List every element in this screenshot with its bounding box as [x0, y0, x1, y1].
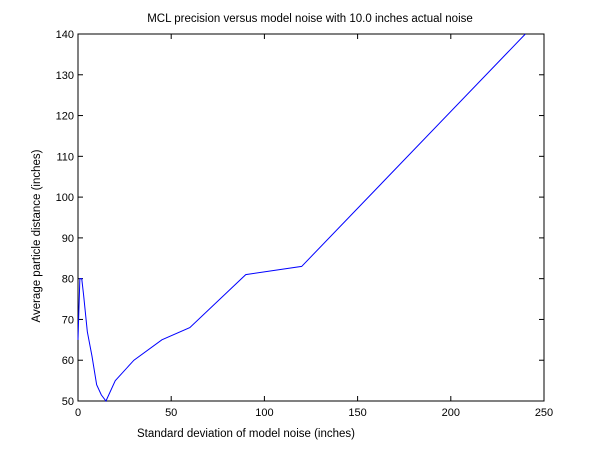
y-tick-label: 50	[62, 396, 74, 408]
y-tick-label: 60	[62, 355, 74, 367]
y-tick-label: 120	[56, 111, 74, 123]
x-tick-label: 250	[535, 407, 553, 419]
x-tick-label: 200	[442, 407, 460, 419]
y-tick-label: 90	[62, 233, 74, 245]
y-tick-label: 100	[56, 192, 74, 204]
x-tick-label: 150	[348, 407, 366, 419]
y-tick-label: 70	[62, 314, 74, 326]
chart-title: MCL precision versus model noise with 10…	[147, 13, 473, 25]
y-tick-label: 130	[56, 70, 74, 82]
x-tick-label: 50	[165, 407, 177, 419]
x-axis-label: Standard deviation of model noise (inche…	[137, 428, 355, 440]
plot-frame	[77, 33, 545, 402]
x-tick-label: 0	[75, 407, 81, 419]
series-layer	[77, 33, 526, 402]
series-line	[77, 33, 526, 402]
x-tick-label: 100	[255, 407, 273, 419]
y-tick-label: 140	[56, 29, 74, 41]
y-axis: 50 60 70 80 90 100 110 120 130 140	[56, 29, 544, 408]
y-axis-label: Average particle distance (inches)	[31, 149, 43, 322]
x-axis: 0 50 100 150 200 250	[75, 34, 553, 419]
y-tick-label: 80	[62, 274, 74, 286]
y-tick-label: 110	[56, 151, 74, 163]
